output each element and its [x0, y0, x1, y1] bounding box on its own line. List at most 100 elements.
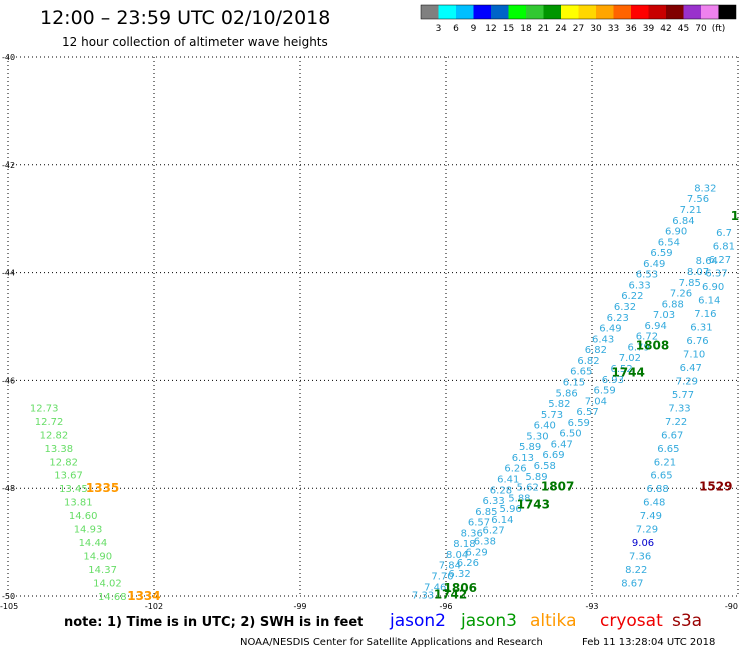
- wave-height-value: 6.65: [657, 444, 679, 455]
- latitude-label: -46: [2, 376, 15, 385]
- wave-height-value: 8.36: [461, 528, 483, 539]
- wave-height-value: 8.32: [694, 183, 716, 194]
- generation-timestamp: Feb 11 13:28:04 UTC 2018: [582, 637, 715, 648]
- scale-label: 39: [643, 24, 655, 34]
- wave-height-value: 7.29: [636, 525, 658, 536]
- wave-height-value: 8.07: [687, 267, 709, 278]
- wave-height-value: 7.26: [670, 289, 692, 300]
- wave-height-value: 6.40: [534, 421, 556, 432]
- scale-label: 18: [520, 24, 532, 34]
- wave-height-value: 14.44: [79, 538, 108, 549]
- wave-height-observations: 7.337.467.707.848.048.188.366.576.856.33…: [30, 183, 735, 603]
- pass-time-label: 1742: [434, 587, 467, 601]
- scale-swatch: [473, 5, 491, 19]
- scale-swatch: [578, 5, 596, 19]
- wave-height-value: 6.52: [610, 364, 632, 375]
- wave-height-value: 6.50: [559, 429, 581, 440]
- wave-height-value: 6.90: [702, 282, 724, 293]
- scale-label: 70: [695, 24, 707, 34]
- scale-swatch: [666, 5, 684, 19]
- lat-lon-grid: [7, 56, 739, 597]
- wave-height-value: 7.33: [412, 590, 434, 601]
- wave-height-value: 6.69: [542, 450, 564, 461]
- scale-label: 36: [625, 24, 637, 34]
- wave-height-value: 6.14: [698, 296, 720, 307]
- credit-line: NOAA/NESDIS Center for Satellite Applica…: [240, 637, 543, 648]
- wave-height-value: 6.26: [504, 464, 526, 475]
- satellite-legend-cryosat: cryosat: [600, 611, 663, 631]
- wave-height-value: 6.59: [650, 248, 672, 259]
- satellite-legend-s3a: s3a: [672, 611, 702, 631]
- wave-height-value: 6.94: [645, 321, 667, 332]
- wave-height-value: 6.49: [643, 259, 665, 270]
- axis-tick-labels: -40 -42 -44 -46 -48 -50-105 -102 -99 -96 -93 -90: [0, 53, 738, 611]
- wave-height-value: 6.27: [709, 255, 731, 266]
- wave-height-value: 5.77: [672, 390, 694, 401]
- map-title: 12:00 – 23:59 UTC 02/10/2018: [40, 7, 330, 29]
- color-scale-legend: 3 6 9 12 15 18 21 24 27 30 33 36 39 42 45 70 (ft): [420, 4, 737, 34]
- wave-height-value: 5.62: [517, 483, 539, 494]
- wave-height-value: 12.82: [40, 430, 69, 441]
- scale-swatch: [508, 5, 526, 19]
- scale-label: 42: [660, 24, 671, 34]
- wave-height-value: 6.93: [602, 375, 624, 386]
- wave-height-value: 6.76: [686, 336, 708, 347]
- wave-height-value: 6.57: [576, 407, 598, 418]
- wave-height-value: 13.67: [54, 471, 83, 482]
- wave-height-value: 7.33: [668, 403, 690, 414]
- wave-height-value: 8.67: [621, 579, 643, 590]
- scale-frame: [420, 4, 737, 20]
- scale-label: 12: [485, 24, 496, 34]
- wave-height-value: 12.72: [35, 417, 64, 428]
- wave-height-value: 6.88: [662, 299, 684, 310]
- wave-height-value: 6.57: [468, 518, 490, 529]
- wave-height-value: 6.58: [534, 461, 556, 472]
- wave-height-value: 6.37: [705, 269, 727, 280]
- wave-height-value: 14.68: [98, 592, 127, 603]
- wave-height-value: 6.41: [497, 474, 519, 485]
- wave-height-value: 6.59: [568, 418, 590, 429]
- longitude-label: -105: [0, 602, 18, 611]
- pass-time-label: 1744: [611, 365, 644, 379]
- scale-label: 6: [453, 24, 459, 34]
- map-subtitle: 12 hour collection of altimeter wave hei…: [62, 35, 328, 49]
- scale-swatch: [456, 5, 474, 19]
- scale-label: 30: [590, 24, 602, 34]
- satellite-legend: jason2 jason3 altika cryosat s3a: [389, 611, 702, 631]
- scale-swatch: [683, 5, 701, 19]
- satellite-legend-altika: altika: [530, 611, 577, 631]
- scale-label: 24: [555, 24, 567, 34]
- wave-height-value: 6.33: [483, 496, 505, 507]
- wave-height-value: 6.59: [593, 386, 615, 397]
- wave-height-value: 6.21: [654, 457, 676, 468]
- scale-swatch: [421, 5, 439, 19]
- wave-height-value: 7.16: [694, 309, 716, 320]
- wave-height-value: 6.43: [592, 334, 614, 345]
- wave-height-value: 12.73: [30, 403, 59, 414]
- wave-height-value: 6.7: [716, 228, 732, 239]
- satellite-legend-jason2: jason2: [389, 611, 446, 631]
- longitude-label: -90: [725, 602, 738, 611]
- units-note: note: 1) Time is in UTC; 2) SWH is in fe…: [64, 615, 363, 630]
- wave-height-value: 7.22: [665, 417, 687, 428]
- wave-height-value: 6.81: [713, 242, 735, 253]
- wave-height-value: 8.04: [446, 550, 468, 561]
- wave-height-value: 6.13: [512, 453, 534, 464]
- wave-height-value: 6.88: [647, 484, 669, 495]
- latitude-label: -48: [2, 484, 15, 493]
- wave-height-value: 14.93: [74, 525, 103, 536]
- wave-height-value: 6.47: [680, 363, 702, 374]
- scale-label: (ft): [712, 24, 726, 34]
- latitude-label: -44: [2, 269, 15, 278]
- wave-height-value: 6.48: [643, 498, 665, 509]
- scale-swatch: [543, 5, 561, 19]
- wave-height-value: 6.38: [474, 536, 496, 547]
- wave-height-value: 6.33: [629, 280, 651, 291]
- wave-height-value: 6.22: [621, 291, 643, 302]
- wave-height-value: 8.64: [696, 256, 718, 267]
- wave-height-value: 6.84: [672, 216, 694, 227]
- wave-height-value: 5.96: [500, 504, 522, 515]
- wave-height-value: 13.81: [64, 498, 93, 509]
